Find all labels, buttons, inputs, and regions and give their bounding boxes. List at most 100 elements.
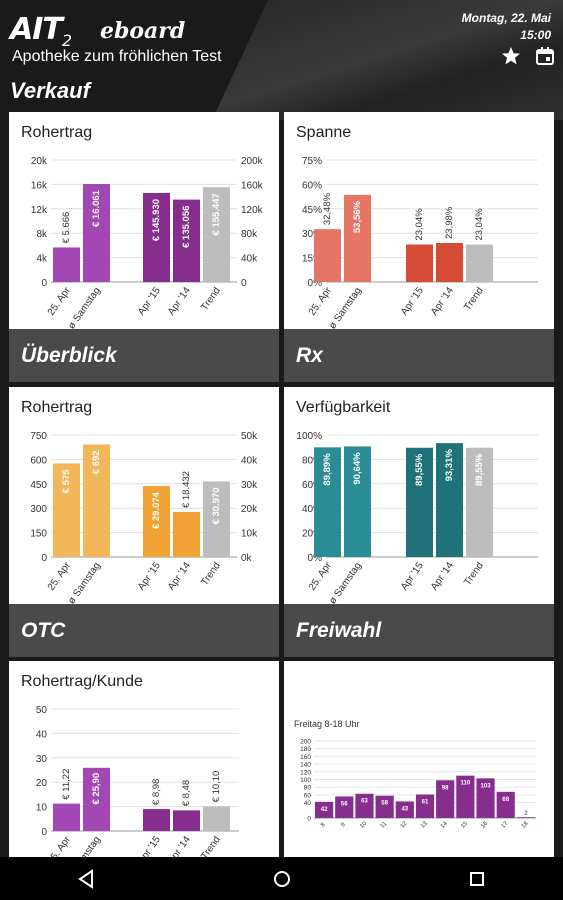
data-label: € 29.074 [151, 491, 162, 529]
x-tick-label: 17 [501, 820, 510, 829]
y-tick-label: 0 [307, 816, 311, 823]
data-label: 63 [361, 799, 368, 805]
y2-tick-label: 50k [241, 431, 258, 442]
data-label: € 11,22 [61, 769, 72, 800]
bar [53, 247, 80, 282]
x-tick-label: Apr '14 [166, 834, 193, 857]
data-label: € 5.666 [61, 212, 72, 244]
x-tick-label: Apr '15 [399, 285, 426, 317]
recents-icon[interactable] [462, 865, 492, 893]
y-tick-label: 150 [30, 529, 47, 540]
x-tick-label: Trend [462, 285, 486, 312]
bar [83, 184, 110, 282]
y-tick-label: 160 [300, 754, 311, 761]
data-label: € 8,48 [181, 780, 192, 806]
y-tick-label: 15% [302, 254, 322, 265]
calendar-icon[interactable] [535, 46, 555, 71]
x-tick-label: Apr '15 [136, 560, 163, 592]
data-label: 110 [461, 781, 471, 787]
app-header: AIT2 eboard Apotheke zum fröhlichen Test… [0, 0, 563, 110]
date-text: Montag, 22. Mai [461, 11, 551, 25]
tile-title: Rohertrag [21, 399, 93, 416]
bar [203, 481, 230, 557]
x-tick-label: 13 [420, 820, 429, 829]
y-tick-label: 40 [304, 800, 312, 807]
bar [173, 512, 200, 557]
data-label: 98 [442, 785, 449, 791]
y-tick-label: 0 [41, 827, 47, 838]
tile-rohertrag-rx[interactable]: Rohertrag 0 0 4k 40k 8k 80k 12k 120k 16k 160k 20k 2… [9, 112, 279, 382]
tile-label-rx: Rx [284, 329, 554, 382]
y-tick-label: 120 [300, 769, 311, 776]
data-label: 58 [381, 801, 388, 807]
x-tick-label: 25. Apr [46, 560, 74, 593]
data-label: 43 [401, 806, 408, 812]
x-tick-label: Trend [462, 560, 486, 587]
x-tick-label: Apr '15 [136, 285, 163, 317]
back-icon[interactable] [72, 865, 102, 893]
tile-label-freiwahl: Freiwahl [284, 604, 554, 657]
chart-rohertrag: 0 0 4k 40k 8k 80k 12k 120k 16k 160k 20k 200k € 5.666… [31, 156, 264, 329]
star-icon[interactable] [501, 46, 521, 71]
tile-rohertrag-kunde[interactable]: Rohertrag/Kunde 0 10 20 30 40 50 € 11,22 25. Ap… [9, 661, 279, 857]
y2-tick-label: 0 [241, 278, 247, 289]
y-tick-label: 200 [300, 739, 311, 746]
y2-tick-label: 40k [241, 254, 258, 265]
y-tick-label: 0% [308, 553, 323, 564]
pharmacy-name: Apotheke zum fröhlichen Test [12, 48, 222, 65]
x-tick-label: 11 [380, 821, 389, 830]
data-label: € 145.930 [151, 199, 162, 241]
y-tick-label: 20% [302, 529, 322, 540]
data-label: 89,55% [414, 453, 425, 486]
bar [53, 463, 80, 557]
bar [496, 791, 515, 818]
y-tick-label: 8k [36, 229, 48, 240]
x-tick-label: 16 [480, 820, 489, 829]
tile-verfuegbarkeit[interactable]: Verfügbarkeit 0% 20% 40% 60% 80% 100% 89,89% 25… [284, 387, 554, 657]
y-tick-label: 0 [41, 553, 47, 564]
tile-rohertrag-otc[interactable]: Rohertrag 0 0k 150 10k 300 20k 450 30k 600 40k 750… [9, 387, 279, 657]
x-tick-label: 10 [359, 820, 368, 829]
y-tick-label: 100 [300, 777, 311, 784]
bar [516, 817, 535, 818]
y2-tick-label: 0k [241, 553, 253, 564]
tile-title: Spanne [296, 124, 352, 141]
y2-tick-label: 200k [241, 156, 264, 167]
bar [203, 187, 230, 282]
bar [406, 447, 433, 557]
x-tick-label: 8 [320, 822, 327, 829]
y-tick-label: 30 [36, 754, 48, 765]
tile-title: Verfügbarkeit [296, 399, 391, 416]
tile-spanne[interactable]: Spanne 0% 15% 30% 45% 60% 75% 32,48% 25. Apr 53,… [284, 112, 554, 382]
y-tick-label: 100% [296, 431, 322, 442]
x-tick-label: 9 [340, 822, 347, 829]
home-icon[interactable] [267, 865, 297, 893]
data-label: 23,98% [444, 206, 455, 239]
x-tick-label: Apr '14 [429, 560, 456, 592]
app-logo-suffix: eboard [100, 18, 186, 44]
chart-hourly: Freitag 8-18 Uhr 0 40608010012014016018020… [294, 719, 536, 830]
y2-tick-label: 80k [241, 229, 258, 240]
chart-rohertrag-kunde: 0 10 20 30 40 50 € 11,22 25. Apr € 25,90 ø Samsta… [36, 705, 239, 857]
tile-label-ueberblick: Überblick [9, 329, 279, 382]
data-label: 89,55% [474, 453, 485, 486]
y-tick-label: 75% [302, 156, 322, 167]
navigation-bar [0, 857, 563, 900]
bar [314, 447, 341, 557]
data-label: € 10,10 [211, 771, 222, 803]
date-time: Montag, 22. Mai 15:00 [462, 10, 551, 44]
bar [203, 806, 230, 831]
tile-hourly[interactable]: Freitag 8-18 Uhr 0 40 60 80 100 120 140 160 180 20… [284, 661, 554, 857]
y-tick-label: 45% [302, 205, 322, 216]
time-text: 15:00 [520, 28, 551, 42]
y-tick-label: 16k [31, 180, 48, 191]
data-label: € 692 [91, 450, 102, 474]
x-tick-label: Apr '15 [136, 834, 163, 857]
y-tick-label: 10 [36, 803, 48, 814]
data-label: 42 [321, 807, 328, 813]
x-tick-label: Apr '15 [399, 560, 426, 592]
data-label: € 30.970 [211, 487, 222, 524]
bar [436, 780, 455, 818]
